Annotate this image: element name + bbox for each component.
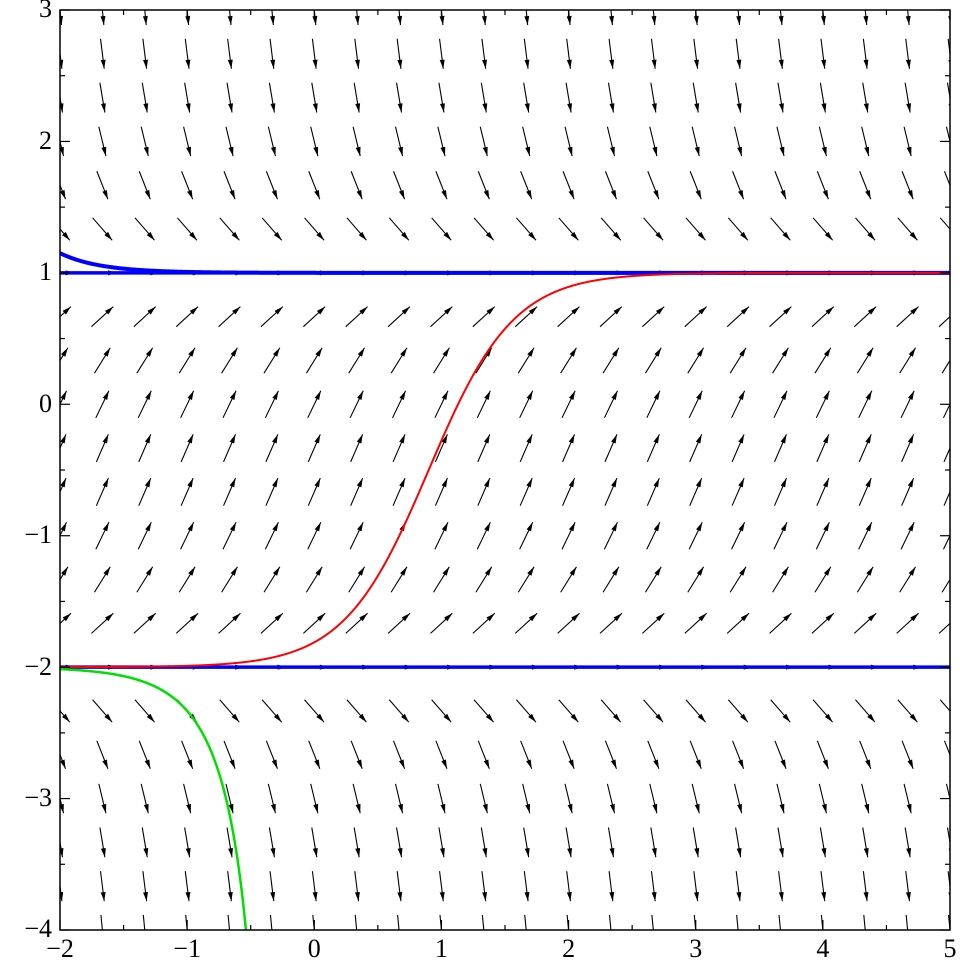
y-tick-label: 0: [0, 389, 52, 419]
y-tick-label: 3: [0, 0, 52, 24]
x-tick-label: 0: [284, 934, 344, 964]
curve-lower-green: [60, 669, 256, 950]
direction-field: [45, 0, 960, 945]
plot-border: [60, 10, 950, 930]
x-tick-label: 1: [411, 934, 471, 964]
y-tick-label: 2: [0, 126, 52, 156]
y-tick-label: −1: [0, 520, 52, 550]
x-tick-label: 5: [920, 934, 960, 964]
y-tick-label: −3: [0, 783, 52, 813]
plot-svg: [0, 0, 960, 950]
x-tick-label: 4: [793, 934, 853, 964]
curve-upper-blue: [60, 253, 951, 273]
x-tick-label: 3: [666, 934, 726, 964]
y-tick-label: −4: [0, 914, 52, 944]
y-tick-label: −2: [0, 652, 52, 682]
x-tick-label: −1: [157, 934, 217, 964]
y-tick-label: 1: [0, 257, 52, 287]
x-tick-label: 2: [539, 934, 599, 964]
figure-container: −2−1012345−4−3−2−10123: [0, 0, 960, 950]
curve-red-sigmoid: [60, 273, 951, 667]
